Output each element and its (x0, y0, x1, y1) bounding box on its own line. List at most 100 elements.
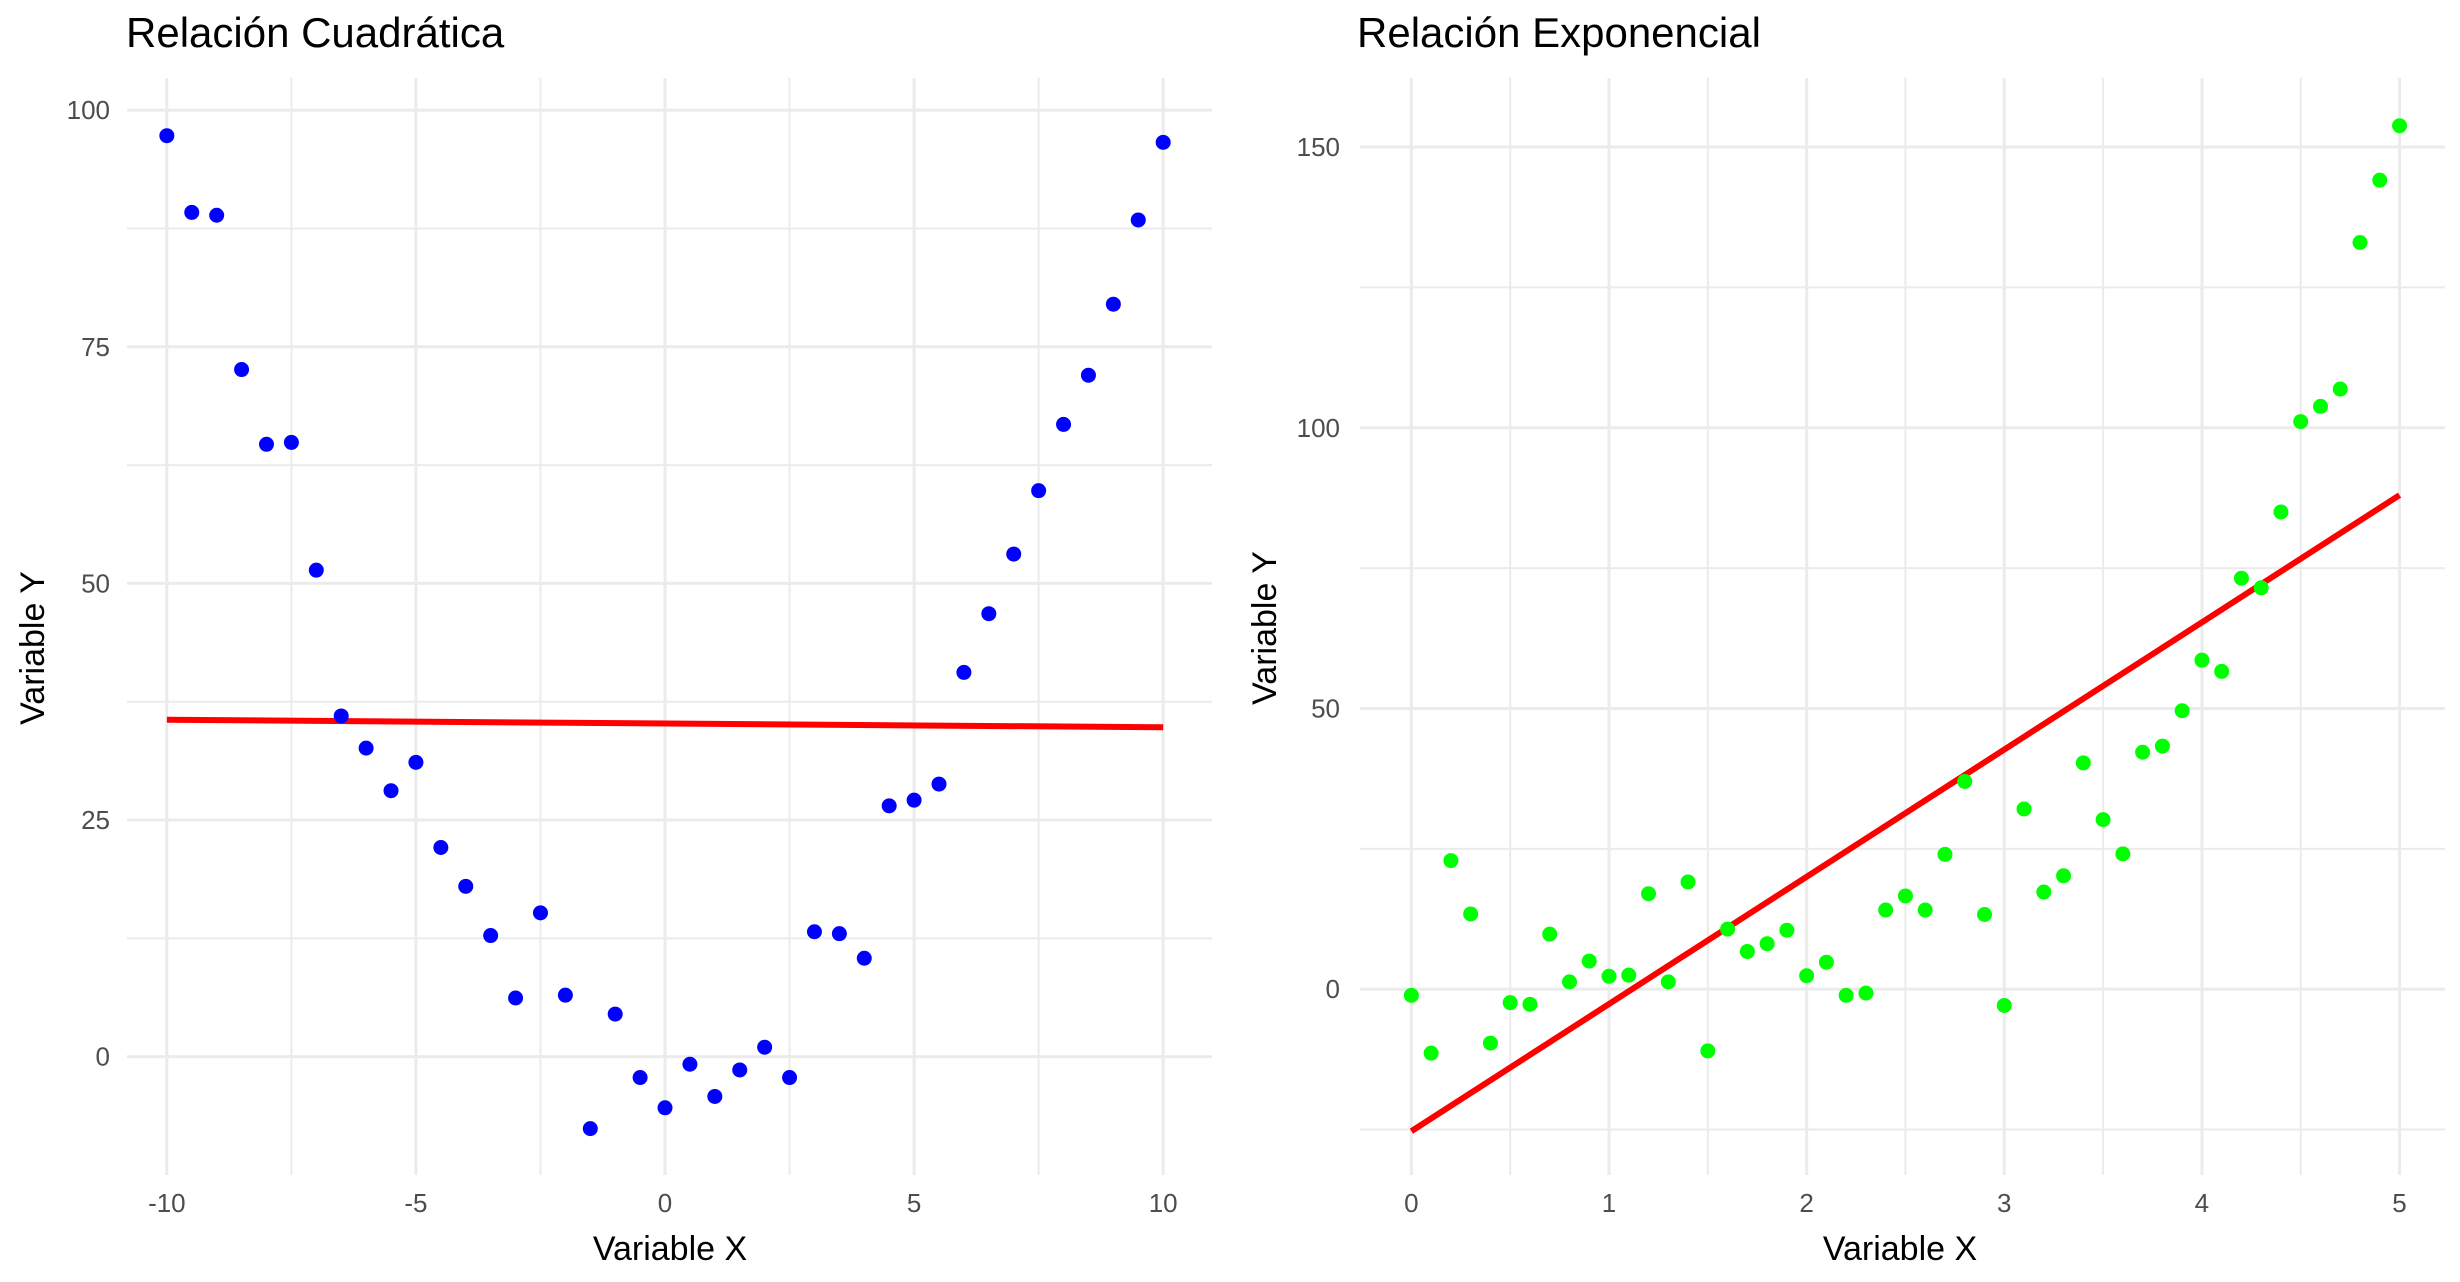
data-point (1105, 296, 1121, 312)
data-point (209, 207, 225, 223)
y-tick-label: 150 (1297, 132, 1340, 162)
data-point (458, 878, 474, 894)
data-point (2233, 570, 2249, 586)
data-point (931, 776, 947, 792)
x-tick-labels-exponential: 0 1 2 3 4 5 (1404, 1188, 2407, 1218)
data-point (408, 754, 424, 770)
x-tick-label: 0 (1404, 1188, 1418, 1218)
data-point (2214, 663, 2230, 679)
data-point (159, 128, 175, 144)
data-point (2016, 801, 2032, 817)
data-point (1937, 846, 1953, 862)
y-tick-label: 0 (96, 1042, 110, 1072)
data-point (2075, 755, 2091, 771)
data-point (981, 606, 997, 622)
data-point (184, 204, 200, 220)
data-point (2372, 172, 2388, 188)
data-point (2135, 744, 2151, 760)
x-axis-label-exponential: Variable X (1823, 1230, 1977, 1268)
data-point (1779, 922, 1795, 938)
data-point (682, 1056, 698, 1072)
fit-line (1409, 492, 2402, 1134)
data-point (632, 1070, 648, 1086)
y-tick-label: 100 (67, 95, 110, 125)
y-tick-label: 50 (81, 568, 110, 598)
data-point (1759, 936, 1775, 952)
data-point (1621, 967, 1637, 983)
data-point (532, 905, 548, 921)
x-tick-label: -5 (404, 1188, 427, 1218)
data-point (732, 1062, 748, 1078)
data-point (782, 1070, 798, 1086)
data-point (2174, 703, 2190, 719)
data-point (1443, 853, 1459, 869)
data-point (508, 990, 524, 1006)
x-tick-label: 4 (2195, 1188, 2209, 1218)
chart-exponential: 0 1 2 3 4 5 0 50 100 150 Relación Exponencial Va… (1246, 9, 2445, 1268)
y-tick-labels-exponential: 0 50 100 150 (1297, 132, 1340, 1004)
data-point (2095, 812, 2111, 828)
data-point (2056, 868, 2072, 884)
data-point (358, 740, 374, 756)
data-point (1130, 212, 1146, 228)
x-axis-label-quadratic: Variable X (593, 1230, 747, 1268)
x-tick-label: 2 (1799, 1188, 1813, 1218)
data-point (2392, 118, 2408, 134)
chart-quadratic: -10 -5 0 5 10 0 25 50 75 100 Relación Cuadrática… (14, 9, 1212, 1268)
data-point (1957, 773, 1973, 789)
data-point (1878, 902, 1894, 918)
y-tick-label: 75 (81, 332, 110, 362)
x-tick-label: 0 (658, 1188, 672, 1218)
y-tick-label: 50 (1311, 693, 1340, 723)
data-point (1542, 926, 1558, 942)
y-tick-label: 0 (1326, 974, 1340, 1004)
data-point (2194, 652, 2210, 668)
data-point (383, 783, 399, 799)
data-point (856, 950, 872, 966)
data-point (607, 1006, 623, 1022)
data-point (1977, 907, 1993, 923)
data-point (1818, 954, 1834, 970)
data-point (1799, 968, 1815, 984)
data-point (483, 928, 499, 944)
data-point (1660, 974, 1676, 990)
data-point (906, 792, 922, 808)
data-point (1031, 483, 1047, 499)
data-point (1155, 134, 1171, 150)
data-point (1601, 968, 1617, 984)
grid-exponential (1360, 78, 2445, 1175)
points-layer-exponential (1403, 118, 2408, 1061)
data-point (1403, 987, 1419, 1003)
x-tick-label: 1 (1602, 1188, 1616, 1218)
data-point (1641, 886, 1657, 902)
fit-line (166, 716, 1164, 731)
data-point (1680, 874, 1696, 890)
data-point (1838, 987, 1854, 1003)
data-point (1897, 888, 1913, 904)
y-tick-label: 100 (1297, 413, 1340, 443)
data-point (283, 434, 299, 450)
fit-line-layer-quadratic (166, 716, 1164, 731)
data-point (308, 562, 324, 578)
fit-line-layer-exponential (1409, 492, 2402, 1134)
points-layer-quadratic (159, 128, 1171, 1137)
chart-title-quadratic: Relación Cuadrática (126, 9, 505, 56)
data-point (1996, 997, 2012, 1013)
data-point (258, 436, 274, 452)
y-tick-label: 25 (81, 805, 110, 835)
x-tick-label: -10 (148, 1188, 186, 1218)
data-point (1080, 367, 1096, 383)
data-point (2352, 234, 2368, 250)
data-point (2273, 504, 2289, 520)
y-axis-label-quadratic: Variable Y (14, 571, 52, 725)
data-point (956, 664, 972, 680)
data-point (1561, 974, 1577, 990)
data-point (1858, 985, 1874, 1001)
data-point (1917, 902, 1933, 918)
data-point (2154, 738, 2170, 754)
data-point (1056, 416, 1072, 432)
y-axis-label-exponential: Variable Y (1246, 551, 1284, 705)
data-point (1700, 1043, 1716, 1059)
x-tick-labels-quadratic: -10 -5 0 5 10 (148, 1188, 1178, 1218)
